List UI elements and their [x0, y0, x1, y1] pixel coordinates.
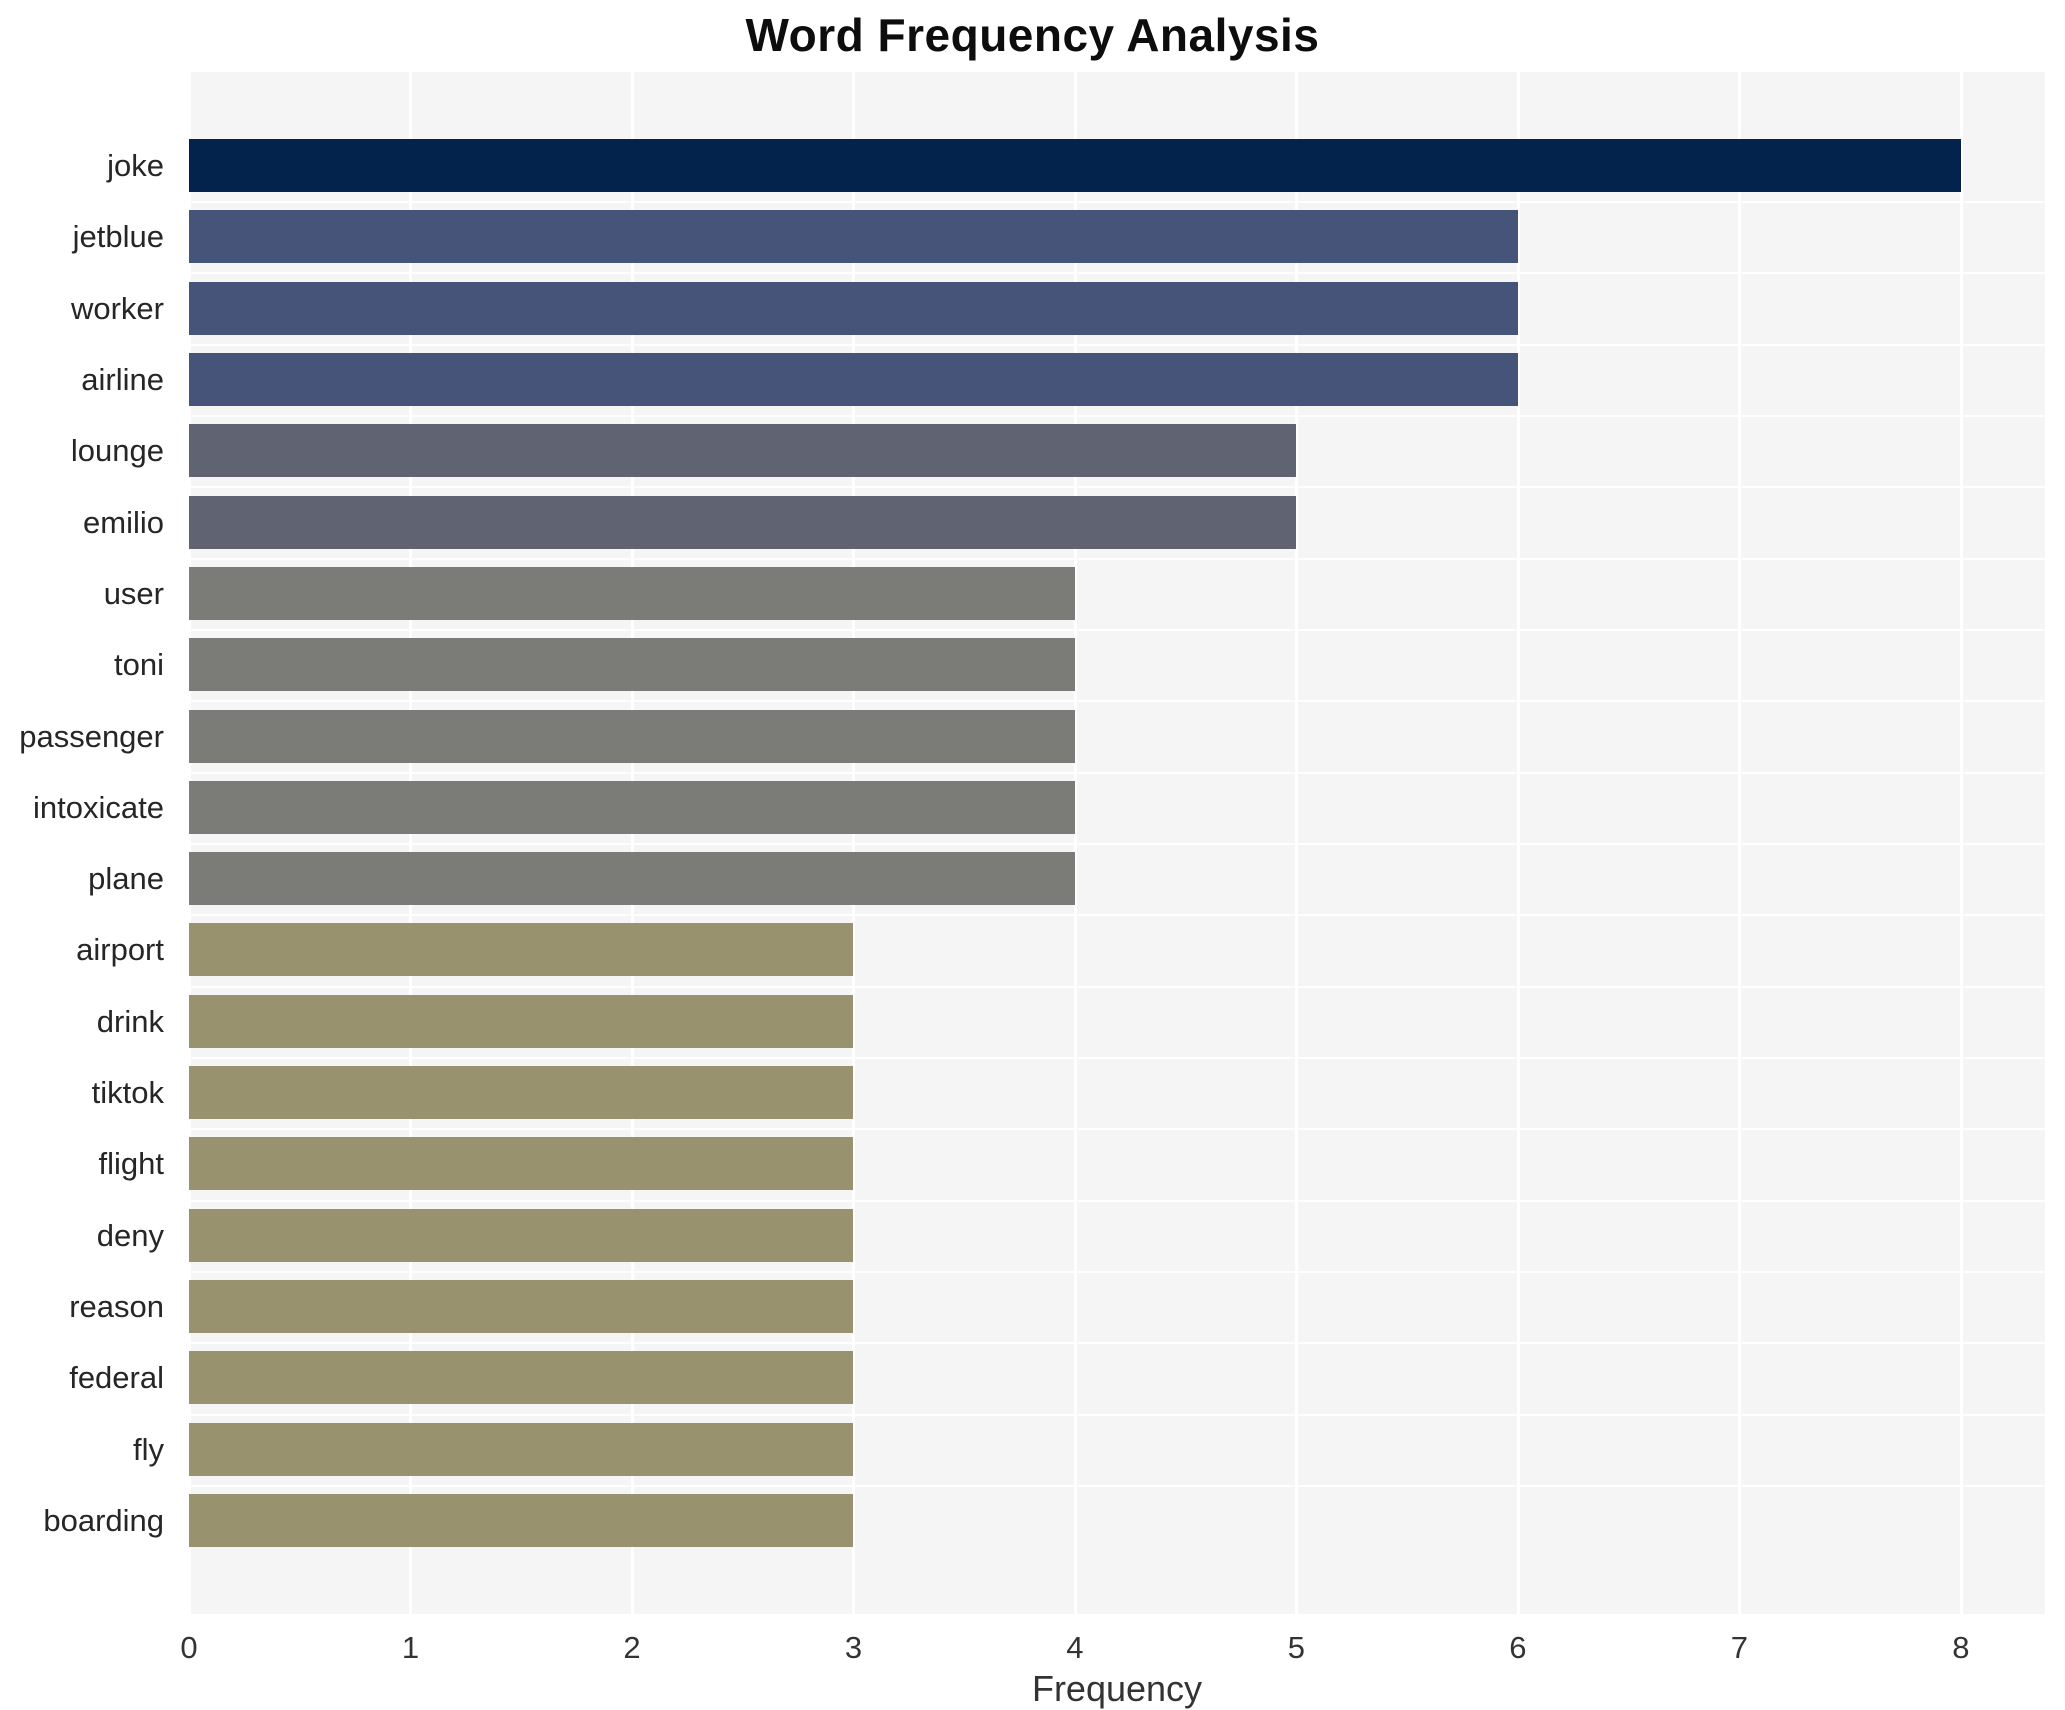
y-label-user: user [103, 575, 164, 611]
bar-jetblue [189, 210, 1518, 264]
gridline-y-3 [189, 343, 2045, 346]
y-label-plane: plane [88, 861, 164, 897]
bar-row-emilio [189, 495, 2045, 549]
bar-boarding [189, 1493, 854, 1547]
bar-toni [189, 638, 1075, 692]
gridline-y-1 [189, 201, 2045, 204]
bar-row-joke [189, 139, 2045, 192]
y-label-boarding: boarding [43, 1502, 164, 1538]
x-axis: 0 1 2 3 4 5 6 7 8 [180, 1614, 2045, 1674]
bar-federal [189, 1351, 854, 1405]
gridline-y-13 [189, 1056, 2045, 1059]
y-label-worker: worker [70, 290, 164, 326]
bar-joke [189, 139, 1961, 192]
x-tick-2: 2 [623, 1630, 641, 1665]
x-tick-7: 7 [1730, 1630, 1748, 1665]
y-label-toni: toni [114, 647, 164, 683]
gridline-y-9 [189, 771, 2045, 774]
bar-fly [189, 1422, 854, 1476]
y-label-federal: federal [69, 1360, 164, 1396]
y-label-jetblue: jetblue [72, 219, 164, 255]
y-axis-category-labels: joke jetblue worker airline lounge emilio user… [0, 72, 164, 1614]
plot-area [188, 72, 2045, 1614]
y-label-intoxicate: intoxicate [33, 789, 164, 825]
bar-row-jetblue [189, 210, 2045, 264]
gridline-y-17 [189, 1342, 2045, 1345]
bar-row-reason [189, 1280, 2045, 1333]
gridline-y-7 [189, 629, 2045, 632]
y-label-fly: fly [133, 1431, 164, 1467]
y-label-drink: drink [96, 1003, 164, 1039]
bar-lounge [189, 424, 1297, 478]
gridline-y-19 [189, 1484, 2045, 1487]
bar-row-worker [189, 281, 2045, 335]
gridline-y-11 [189, 914, 2045, 917]
bar-row-user [189, 566, 2045, 620]
bars-layer [189, 139, 2045, 1547]
gridline-y-14 [189, 1128, 2045, 1131]
x-tick-1: 1 [401, 1630, 420, 1665]
y-label-reason: reason [69, 1289, 164, 1324]
bar-tiktok [189, 1066, 854, 1120]
y-label-emilio: emilio [83, 504, 164, 540]
y-label-airline: airline [81, 361, 164, 397]
bar-row-drink [189, 994, 2045, 1048]
x-tick-3: 3 [844, 1630, 863, 1665]
bar-intoxicate [189, 780, 1075, 834]
x-axis-title: Frequency [1031, 1668, 1203, 1709]
bar-row-airline [189, 352, 2045, 406]
x-tick-5: 5 [1287, 1630, 1306, 1665]
gridline-y-16 [189, 1270, 2045, 1273]
bar-row-lounge [189, 424, 2045, 478]
bar-reason [189, 1280, 854, 1333]
x-tick-8: 8 [1952, 1630, 1970, 1665]
bar-row-tiktok [189, 1066, 2045, 1120]
bar-emilio [189, 495, 1297, 549]
bar-deny [189, 1208, 854, 1262]
bar-row-intoxicate [189, 780, 2045, 834]
bar-user [189, 566, 1075, 620]
gridline-y-10 [189, 843, 2045, 845]
y-label-flight: flight [98, 1146, 164, 1182]
bar-passenger [189, 709, 1075, 763]
x-tick-4: 4 [1066, 1630, 1084, 1665]
bar-airline [189, 352, 1518, 406]
gridline-y-6 [189, 557, 2045, 560]
bar-row-deny [189, 1208, 2045, 1262]
bar-row-plane [189, 852, 2045, 906]
y-label-joke: joke [107, 148, 164, 183]
bar-row-fly [189, 1422, 2045, 1476]
bar-row-flight [189, 1137, 2045, 1191]
bar-airport [189, 923, 854, 977]
bar-worker [189, 281, 1518, 335]
x-tick-6: 6 [1509, 1630, 1527, 1665]
bar-drink [189, 994, 854, 1048]
y-label-airport: airport [76, 932, 164, 968]
bar-row-boarding [189, 1493, 2045, 1547]
gridline-y-12 [189, 985, 2045, 988]
bar-row-toni [189, 638, 2045, 692]
y-label-passenger: passenger [19, 718, 164, 754]
gridline-y-8 [189, 700, 2045, 703]
y-label-lounge: lounge [70, 433, 164, 469]
y-label-tiktok: tiktok [91, 1075, 164, 1111]
bar-row-airport [189, 923, 2045, 977]
bar-flight [189, 1137, 854, 1191]
gridline-y-5 [189, 486, 2045, 489]
bar-plane [189, 852, 1075, 906]
bar-row-federal [189, 1351, 2045, 1405]
y-label-deny: deny [96, 1217, 164, 1253]
gridline-y-2 [189, 272, 2045, 275]
x-tick-0: 0 [180, 1630, 198, 1665]
bar-row-passenger [189, 709, 2045, 763]
gridline-y-15 [189, 1199, 2045, 1202]
gridline-y-4 [189, 415, 2045, 418]
gridline-y-18 [189, 1413, 2045, 1416]
chart-title: Word Frequency Analysis [745, 9, 1320, 61]
